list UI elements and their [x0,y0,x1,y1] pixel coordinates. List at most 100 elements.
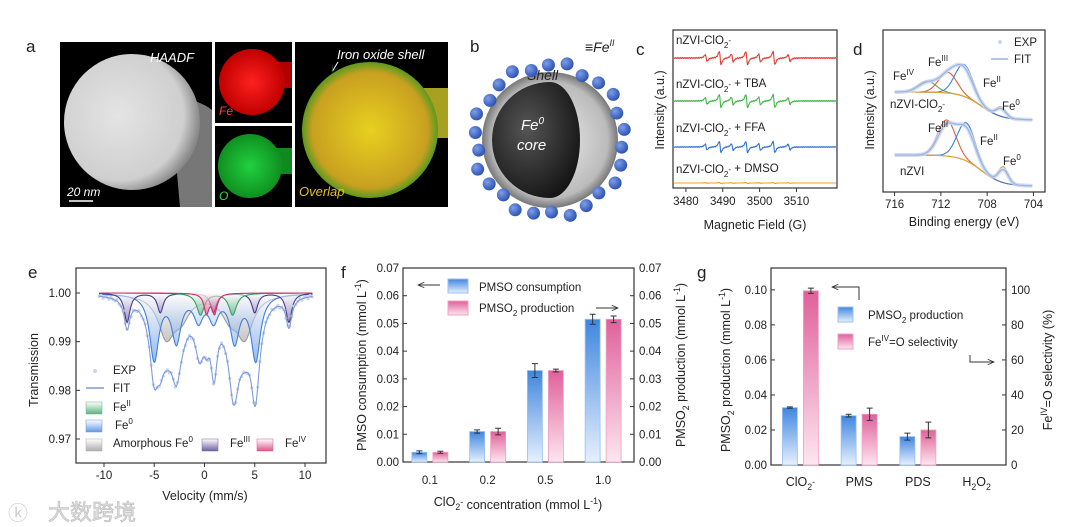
bar-blue [526,370,543,463]
legend-swatch-blue [447,278,469,294]
overlap-particle [302,62,438,198]
legend-exp-marker [93,369,97,373]
y-axis-label: PMSO consumption (mmol L-1) [353,279,369,451]
error-bar [474,429,481,434]
x-axis-label: Velocity (mm/s) [162,489,247,503]
series-label: nZVI-ClO2- + FFA [676,122,766,138]
series-label: nZVI-ClO2- + TBA [676,78,767,94]
haadf-label: HAADF [150,50,195,65]
peak-label: Fe0 [1003,153,1021,168]
epr-series-line [674,181,836,185]
fe2-site-dot [610,106,624,120]
fe2-site-dot [483,93,497,107]
x-tick-label: 708 [978,199,997,211]
x-tick-label: ClO2- [786,475,815,492]
o-label: O [219,189,228,203]
epr-series-line [673,140,837,154]
y-axis-label: Transmission [27,333,41,407]
error-bar [925,421,932,439]
panel-label-b: b [470,37,479,56]
bar-blue [469,431,486,463]
x-tick-label: 3500 [747,196,773,208]
legend-label: FeIII [230,435,250,450]
panel-label-e: e [28,263,37,282]
x-tick-label: -10 [96,470,113,482]
y-tick-label: 1.00 [49,288,71,300]
o-particle [218,134,282,198]
x-tick-label: H2O2 [962,475,991,492]
shell-label: Iron oxide shell [337,47,426,62]
fe2-site-dot [606,87,620,101]
legend-swatch-blue [837,306,854,323]
bar-pink [547,370,564,463]
right-axis-arrow [969,355,994,362]
legend-swatch [85,419,103,433]
error-bar [552,368,559,373]
fe2-site-dot [524,63,538,77]
y-tick-label-right: 20 [1011,425,1024,437]
panel-label-c: c [636,40,645,59]
fe2-site-dot [527,206,541,220]
panel-label-d: d [853,40,862,59]
y-tick-label: 0.06 [745,355,767,367]
error-bar [589,313,596,325]
x-tick-label: 0.5 [537,475,553,487]
legend-swatch-pink [837,333,854,350]
error-bar [437,450,444,454]
x-tick-label: 712 [931,199,950,211]
fe2-site-dot [544,205,558,219]
error-bar [531,363,538,378]
xps-fit-line [894,122,1033,187]
error-bar [416,450,423,455]
legend-label: PMSO2 production [868,310,963,325]
error-bar [495,427,502,436]
y-tick-label: 0.00 [377,457,399,469]
y-tick-label: 0.04 [745,390,768,402]
component-fill [98,293,314,315]
y-tick-label: 0.01 [377,429,399,441]
spectrum-label: nZVI-ClO2- [890,99,945,114]
y-tick-label-right: 80 [1011,320,1024,332]
bar-blue [899,436,916,466]
component-fill [98,293,314,363]
fe2-label: ≡FeII [585,38,615,55]
fe2-site-dot [505,65,519,79]
y-tick-label: 0.02 [377,402,399,414]
exp-point [219,341,224,345]
fe2-site-dot [496,188,510,202]
y-tick-label-right: 0.03 [639,374,661,386]
fit-line [98,295,313,408]
y-tick-label: 0.97 [49,434,71,446]
panel-label-f: f [341,263,346,282]
legend-exp-marker [998,40,1002,44]
legend-exp-label: EXP [1014,37,1037,49]
error-bar [904,432,911,441]
overlap-label: Overlap [299,184,345,199]
x-tick-label: 0 [201,470,207,482]
fe2-site-dot [541,58,555,72]
y-tick-label-right: 0.04 [639,346,662,358]
fe2-site-dot [592,186,606,200]
shell-arrow [332,61,339,72]
x-tick-label: 3510 [784,196,810,208]
spectrum-label: nZVI [900,166,924,178]
plot-frame [770,267,1007,466]
error-bar [786,406,793,409]
bar-pink [861,413,878,466]
x-tick-label: 3490 [710,196,736,208]
y-tick-label: 0.06 [377,291,399,303]
legend-swatch-pink [447,300,469,316]
series-label: nZVI-ClO2- + DMSO [676,163,779,179]
left-axis-arrow [832,287,860,300]
plot-frame [882,29,1046,193]
y-tick-label-right: 0 [1011,460,1017,472]
watermark-logo-icon: ⓚ [8,502,28,525]
error-bar [866,407,873,421]
y-axis-label: PMSO2 production (mmol L-1) [717,288,736,452]
fe2-site-dot [615,140,629,154]
error-bar [610,315,617,324]
core-cutaway [492,82,580,198]
y-tick-label-right: 0.02 [639,402,661,414]
plot-frame [402,267,635,463]
